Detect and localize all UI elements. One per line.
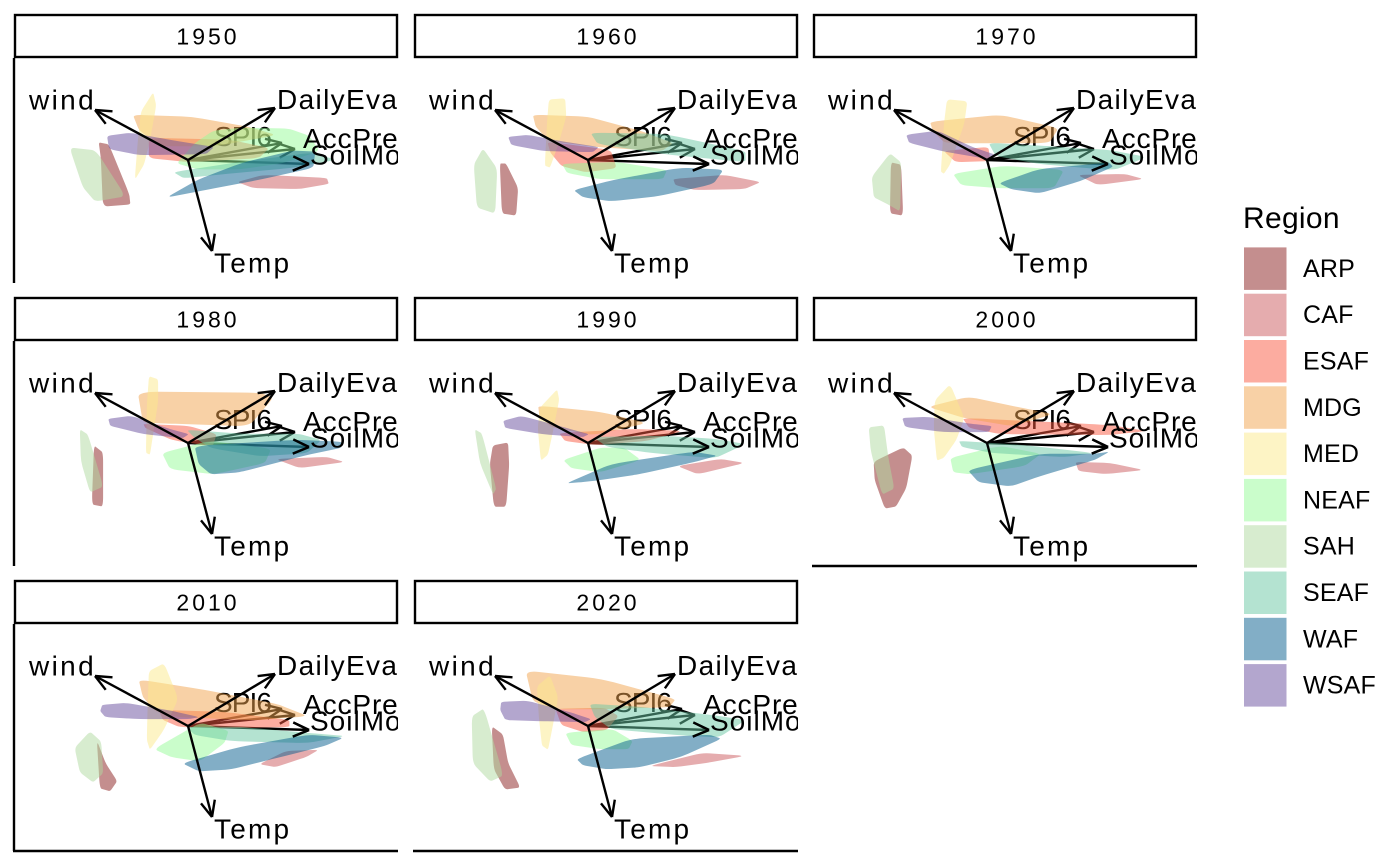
svg-text:SAH: SAH xyxy=(1303,533,1355,561)
svg-text:AccPre: AccPre xyxy=(703,123,799,154)
svg-text:SoilMo: SoilMo xyxy=(310,423,402,454)
svg-text:ARP: ARP xyxy=(1303,255,1355,283)
svg-text:wind: wind xyxy=(827,368,895,399)
svg-text:Temp: Temp xyxy=(1013,531,1090,562)
svg-text:AccPre: AccPre xyxy=(703,406,799,437)
svg-text:Temp: Temp xyxy=(614,814,691,845)
svg-text:SoilMo: SoilMo xyxy=(310,706,402,737)
svg-text:SoilMo: SoilMo xyxy=(710,706,802,737)
svg-text:NEAF: NEAF xyxy=(1303,486,1370,514)
svg-text:CAF: CAF xyxy=(1303,301,1354,329)
svg-text:SEAF: SEAF xyxy=(1303,579,1369,607)
svg-text:DailyEva: DailyEva xyxy=(277,650,398,681)
svg-text:Temp: Temp xyxy=(214,248,291,279)
svg-text:1960: 1960 xyxy=(576,24,639,50)
svg-text:wind: wind xyxy=(428,651,496,682)
svg-text:2010: 2010 xyxy=(176,590,239,616)
svg-text:1970: 1970 xyxy=(975,24,1038,50)
svg-text:wind: wind xyxy=(28,651,96,682)
svg-text:AccPre: AccPre xyxy=(1102,123,1198,154)
svg-text:wind: wind xyxy=(28,85,96,116)
svg-text:1950: 1950 xyxy=(176,24,239,50)
svg-text:AccPre: AccPre xyxy=(1102,406,1198,437)
svg-text:1990: 1990 xyxy=(576,307,639,333)
svg-text:Region: Region xyxy=(1243,202,1340,235)
svg-text:Temp: Temp xyxy=(214,531,291,562)
svg-text:AccPre: AccPre xyxy=(703,689,799,720)
svg-text:wind: wind xyxy=(428,85,496,116)
svg-text:SoilMo: SoilMo xyxy=(1109,140,1201,171)
svg-text:SoilMo: SoilMo xyxy=(710,140,802,171)
svg-text:DailyEva: DailyEva xyxy=(277,84,398,115)
svg-text:DailyEva: DailyEva xyxy=(1076,367,1197,398)
svg-text:AccPre: AccPre xyxy=(303,123,399,154)
svg-text:DailyEva: DailyEva xyxy=(1076,84,1197,115)
svg-text:MDG: MDG xyxy=(1303,394,1362,422)
svg-text:Temp: Temp xyxy=(1013,248,1090,279)
svg-text:wind: wind xyxy=(827,85,895,116)
svg-text:SoilMo: SoilMo xyxy=(710,423,802,454)
svg-text:DailyEva: DailyEva xyxy=(677,84,798,115)
svg-text:wind: wind xyxy=(28,368,96,399)
svg-text:Temp: Temp xyxy=(214,814,291,845)
svg-text:SoilMo: SoilMo xyxy=(1109,423,1201,454)
svg-text:DailyEva: DailyEva xyxy=(277,367,398,398)
svg-text:AccPre: AccPre xyxy=(303,689,399,720)
svg-text:Temp: Temp xyxy=(614,531,691,562)
svg-text:MED: MED xyxy=(1303,440,1359,468)
svg-text:wind: wind xyxy=(428,368,496,399)
svg-text:WAF: WAF xyxy=(1303,625,1358,653)
svg-text:DailyEva: DailyEva xyxy=(677,650,798,681)
svg-text:WSAF: WSAF xyxy=(1303,672,1376,700)
svg-text:Temp: Temp xyxy=(614,248,691,279)
svg-text:2000: 2000 xyxy=(975,307,1038,333)
svg-text:SoilMo: SoilMo xyxy=(310,140,402,171)
svg-text:ESAF: ESAF xyxy=(1303,348,1369,376)
svg-text:1980: 1980 xyxy=(176,307,239,333)
svg-text:DailyEva: DailyEva xyxy=(677,367,798,398)
svg-text:AccPre: AccPre xyxy=(303,406,399,437)
svg-text:2020: 2020 xyxy=(576,590,639,616)
